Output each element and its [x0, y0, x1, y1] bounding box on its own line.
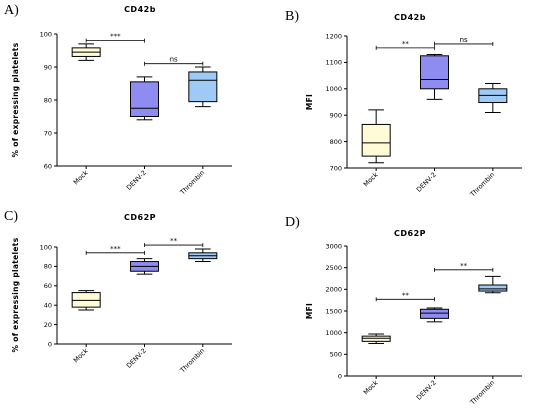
- y-tick-label: 1500: [325, 307, 342, 315]
- significance-label: ns: [170, 56, 178, 64]
- significance-label: ***: [110, 245, 121, 253]
- chart-title: CD62P: [124, 213, 156, 222]
- y-tick-label: 60: [44, 282, 52, 290]
- x-tick-label: Mock: [72, 169, 90, 187]
- box-iqr: [130, 81, 159, 117]
- y-axis-label: % of expressing platelets: [11, 42, 20, 157]
- y-tick-label: 800: [330, 138, 342, 146]
- y-tick-label: 70: [44, 129, 52, 137]
- box-iqr: [188, 71, 218, 103]
- y-tick-label: 60: [44, 162, 52, 170]
- y-tick-label: 3000: [325, 242, 342, 250]
- box-iqr: [361, 123, 391, 157]
- y-tick-label: 1000: [325, 329, 342, 337]
- box-thrombin: [188, 248, 218, 263]
- box-iqr: [478, 284, 508, 292]
- x-tick-label: Thrombin: [468, 379, 496, 407]
- y-tick-label: 80: [44, 96, 52, 104]
- significance-label: **: [460, 262, 468, 270]
- chart-title: CD42b: [124, 5, 156, 14]
- y-tick-label: 1200: [325, 32, 342, 40]
- y-tick-label: 100: [40, 30, 52, 38]
- panel-letter: A): [4, 3, 19, 18]
- significance-label: ns: [460, 36, 468, 44]
- panel-2: B) CD42b MFI 700 800 900 1000 1100 1200 Mock DENV-…: [285, 9, 522, 199]
- x-tick-label: Mock: [72, 347, 90, 365]
- x-tick-label: DENV-2: [415, 379, 438, 402]
- y-tick-label: 1100: [325, 59, 342, 67]
- y-tick-label: 80: [44, 263, 52, 271]
- x-tick-label: DENV-2: [415, 171, 438, 194]
- significance-label: **: [170, 237, 178, 245]
- y-tick-label: 900: [330, 112, 342, 120]
- significance-label: **: [402, 291, 410, 299]
- x-tick-label: Mock: [362, 379, 380, 397]
- y-tick-label: 90: [44, 63, 52, 71]
- y-tick-label: 2500: [325, 264, 342, 272]
- panel-letter: B): [285, 9, 299, 24]
- x-tick-label: Mock: [362, 171, 380, 189]
- box-iqr: [420, 55, 449, 90]
- panel-1: A) CD42b % of expressing platelets 60 70 80 90…: [4, 3, 232, 197]
- y-axis-label: MFI: [305, 94, 314, 110]
- x-tick-label: DENV-2: [125, 169, 148, 192]
- x-tick-label: Thrombin: [468, 171, 496, 199]
- significance-label: **: [402, 40, 410, 48]
- y-tick-label: 2000: [325, 286, 342, 294]
- y-tick-label: 40: [44, 302, 52, 310]
- panel-letter: D): [285, 215, 300, 230]
- box-denv-2: [420, 307, 449, 323]
- x-tick-label: Thrombin: [178, 347, 206, 375]
- x-tick-label: DENV-2: [125, 347, 148, 370]
- box-denv-2: [130, 258, 159, 275]
- y-tick-label: 0: [48, 340, 52, 348]
- y-tick-label: 0: [338, 372, 342, 380]
- y-tick-label: 700: [330, 164, 342, 172]
- box-mock: [361, 109, 391, 164]
- y-axis-label: % of expressing platelets: [11, 237, 20, 352]
- y-axis-label: MFI: [305, 303, 314, 319]
- box-mock: [361, 333, 391, 344]
- panel-3: C) CD62P % of expressing platelets 0 20 40 60 8…: [4, 209, 232, 375]
- box-denv-2: [420, 53, 449, 100]
- x-tick-label: Thrombin: [178, 169, 206, 197]
- box-thrombin: [478, 83, 508, 114]
- box-mock: [71, 43, 101, 61]
- panel-letter: C): [4, 209, 18, 224]
- chart-title: CD42b: [394, 13, 426, 22]
- y-tick-label: 1000: [325, 85, 342, 93]
- y-tick-label: 20: [44, 321, 52, 329]
- chart-title: CD62P: [394, 229, 426, 238]
- box-iqr: [420, 308, 449, 319]
- panel-4: D) CD62P MFI 0 500 1000 1500 2000 2500 3000 Mock DE…: [285, 215, 522, 407]
- box-denv-2: [130, 76, 159, 121]
- box-mock: [71, 290, 101, 311]
- box-thrombin: [478, 275, 508, 294]
- box-thrombin: [188, 66, 218, 108]
- y-tick-label: 100: [40, 243, 52, 251]
- significance-label: ***: [110, 33, 121, 41]
- y-tick-label: 500: [330, 351, 342, 359]
